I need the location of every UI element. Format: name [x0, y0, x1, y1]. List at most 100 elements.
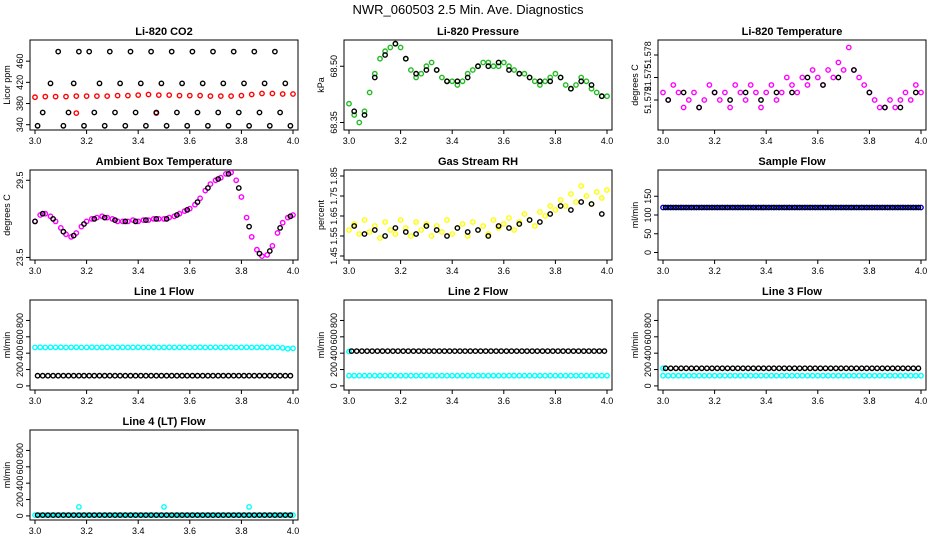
data-point — [184, 122, 191, 129]
data-point — [480, 59, 487, 66]
data-point — [487, 348, 494, 354]
data-point — [277, 512, 283, 518]
data-point — [194, 372, 201, 379]
data-point — [148, 48, 155, 55]
data-point — [889, 365, 896, 372]
data-point — [680, 89, 687, 96]
data-point — [753, 372, 759, 379]
data-point — [884, 365, 891, 372]
data-point — [691, 89, 697, 96]
data-point — [758, 372, 764, 379]
x-tick-label: 3.4 — [446, 136, 459, 146]
data-point — [763, 204, 770, 211]
data-point — [176, 92, 183, 99]
x-tick-label: 3.6 — [498, 136, 511, 146]
chart-ambient: Ambient Box Temperature degrees C 3.0 3.2 3.… — [2, 156, 299, 276]
data-point — [364, 348, 370, 354]
data-point — [351, 223, 358, 229]
data-point — [537, 78, 543, 85]
data-point — [81, 372, 87, 379]
data-point — [673, 204, 679, 211]
data-point — [78, 512, 85, 518]
data-point — [678, 204, 684, 211]
data-point — [783, 204, 790, 211]
data-point — [542, 78, 548, 85]
plot-title: Line 4 (LT) Flow — [123, 416, 206, 428]
series-green — [346, 40, 610, 126]
data-point — [106, 512, 113, 518]
data-point — [583, 78, 590, 85]
data-point — [866, 372, 873, 379]
data-point — [76, 48, 82, 55]
data-point — [555, 348, 561, 354]
data-point — [444, 233, 450, 239]
data-point — [269, 90, 276, 97]
data-point — [696, 372, 702, 379]
data-point — [199, 80, 206, 87]
data-point — [382, 52, 388, 58]
data-point — [176, 512, 183, 518]
plot-frame — [343, 169, 613, 261]
data-point — [531, 223, 538, 229]
data-point — [459, 78, 466, 85]
data-point — [387, 44, 394, 51]
data-point — [840, 372, 847, 379]
data-point — [758, 104, 764, 111]
data-point — [711, 89, 718, 96]
data-point — [37, 344, 44, 351]
data-point — [745, 204, 751, 211]
data-point — [500, 221, 507, 227]
y-tick-label: 0 — [15, 513, 25, 518]
data-point — [256, 372, 263, 379]
data-point — [173, 212, 180, 218]
x-tick-label: 3.4 — [760, 136, 773, 146]
data-point — [907, 372, 914, 379]
data-point — [459, 221, 466, 227]
data-point — [804, 74, 811, 81]
plot-frame — [343, 299, 613, 391]
data-point — [137, 80, 144, 87]
chart-pressure: Li-820 Pressure kPa 3.0 3.2 3.4 3.6 3.8 4.0 68.3… — [316, 26, 613, 146]
x-tick-label: 4.0 — [915, 396, 928, 406]
data-point — [158, 80, 165, 87]
plot-title: Line 2 Flow — [448, 286, 508, 298]
data-point — [830, 74, 837, 81]
data-point — [506, 67, 512, 73]
data-point — [845, 372, 852, 379]
data-point — [104, 344, 111, 351]
data-point — [248, 91, 255, 98]
data-point — [874, 365, 880, 372]
data-point — [796, 204, 803, 211]
data-point — [809, 67, 816, 73]
data-point — [719, 365, 726, 372]
series-black — [34, 512, 294, 518]
data-point — [575, 348, 582, 354]
data-point — [508, 348, 515, 354]
data-point — [246, 122, 253, 129]
data-point — [361, 231, 368, 237]
data-point — [78, 344, 85, 351]
x-tick-label: 3.8 — [235, 136, 248, 146]
data-point — [573, 199, 579, 205]
data-point — [104, 93, 111, 100]
data-point — [918, 89, 924, 96]
data-point — [32, 344, 38, 351]
data-point — [284, 345, 291, 352]
data-point — [284, 512, 291, 518]
data-point — [446, 348, 453, 354]
data-point — [776, 365, 782, 372]
x-tick-label: 3.2 — [80, 526, 93, 536]
y-axis-label: kPa — [316, 77, 326, 93]
data-point — [910, 204, 917, 211]
data-point — [248, 233, 255, 240]
data-point — [382, 219, 388, 225]
data-point — [271, 48, 278, 55]
data-point — [361, 372, 368, 379]
data-point — [94, 93, 100, 100]
data-point — [871, 97, 878, 103]
data-point — [377, 235, 383, 241]
data-point — [840, 204, 847, 211]
data-point — [565, 348, 572, 354]
y-tick-label: 0 — [329, 383, 339, 388]
data-point — [65, 512, 72, 518]
